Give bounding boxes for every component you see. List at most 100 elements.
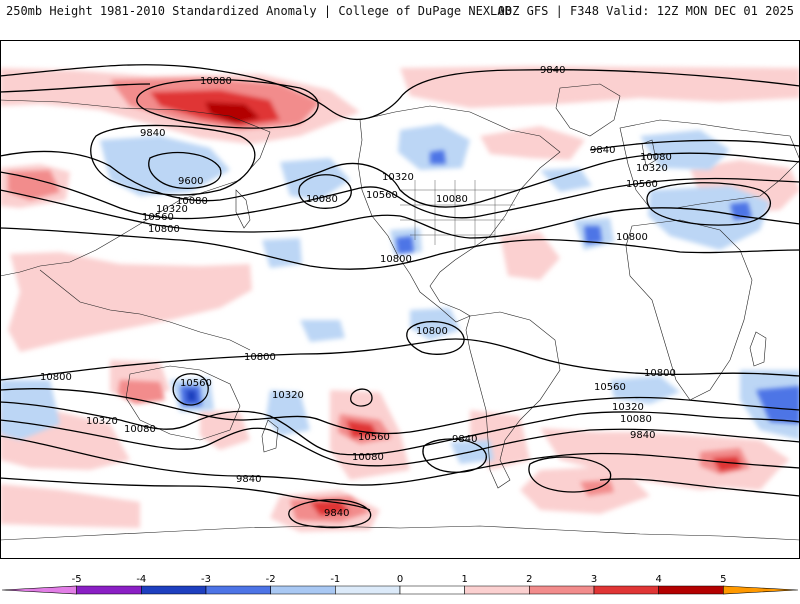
- south-america-outline: [465, 311, 561, 489]
- greenland-outline: [555, 83, 621, 137]
- colorbar-swatch: [464, 585, 530, 595]
- contour-label: 10800: [40, 372, 72, 383]
- contour-label: 9600: [178, 176, 203, 187]
- contour-9840-south: [0, 435, 800, 486]
- contour-9840-closed-low-south-atlantic: [528, 456, 612, 493]
- colorbar-tick-labels: -5 -4 -3 -2 -1 0 1 2 3 4 5: [72, 574, 727, 585]
- africa-outline: [625, 219, 753, 401]
- contour-label: 10080: [200, 76, 232, 87]
- japan-outline: [235, 189, 251, 229]
- contour-label: 10560: [594, 382, 626, 393]
- contour-label: 9840: [540, 65, 565, 76]
- contour-9840-north: [0, 64, 800, 121]
- contour-label: 9840: [630, 430, 655, 441]
- colorbar-swatch: [658, 585, 724, 595]
- contour-label: 10320: [272, 390, 304, 401]
- contour-label: 10080: [176, 196, 208, 207]
- colorbar-swatch: [529, 585, 595, 595]
- contour-label: 10560: [180, 378, 212, 389]
- madagascar-outline: [749, 331, 767, 367]
- contour-label: 10800: [244, 352, 276, 363]
- colorbar-swatch: [593, 585, 659, 595]
- contour-9840-siberia: [90, 124, 256, 196]
- contour-label: 10560: [358, 432, 390, 443]
- contour-10320-south: [0, 401, 800, 456]
- colorbar-swatch: [205, 585, 271, 595]
- contour-label: 9840: [140, 128, 165, 139]
- contour-label: 10080: [352, 452, 384, 463]
- north-america-outline: [357, 105, 561, 323]
- contour-label: 10320: [86, 416, 118, 427]
- europe-outline: [619, 119, 800, 209]
- colorbar-tick-label: -5: [72, 574, 82, 585]
- colorbar-tick-label: -1: [330, 574, 340, 585]
- political-boundaries: [400, 180, 520, 250]
- uk-outline: [641, 139, 657, 167]
- colorbar-tick-label: 4: [655, 574, 661, 585]
- colorbar-swatch: [335, 585, 401, 595]
- colorbar-swatch: [723, 585, 799, 595]
- contour-10080-pacific: [0, 150, 800, 208]
- contour-label: 10800: [644, 368, 676, 379]
- anomaly-map: 10080 9840 9840 9600 10080 10560 10320 1…: [0, 40, 800, 559]
- contour-10080-south: [0, 419, 800, 467]
- contour-label: 10080: [620, 414, 652, 425]
- contour-label: 10320: [156, 204, 188, 215]
- contour-9840-closed-low-pacific: [422, 438, 487, 473]
- contour-label: 9840: [590, 145, 615, 156]
- contour-label: 10080: [640, 152, 672, 163]
- strong-positive-anomaly-shading: [8, 78, 750, 522]
- contour-9840-antarctic: [0, 477, 372, 529]
- colorbar-swatch: [399, 585, 465, 595]
- contour-10080-closed-pacific: [298, 174, 352, 209]
- southeast-asia-outline: [39, 269, 251, 351]
- asia-outline: [0, 99, 271, 277]
- colorbar-swatch: [141, 585, 207, 595]
- colorbar-swatch: [270, 585, 336, 595]
- contour-9840-ural: [0, 83, 800, 151]
- contour-10800-closed-sa: [406, 320, 465, 355]
- contour-label-layer: 10080 9840 9840 9600 10080 10560 10320 1…: [40, 65, 676, 519]
- contour-9600-low: [148, 151, 222, 190]
- contour-label: 10560: [142, 212, 174, 223]
- contour-label: 9840: [324, 508, 349, 519]
- contour-label: 10800: [380, 254, 412, 265]
- contour-label: 10080: [306, 194, 338, 205]
- colorbar-tick-label: 1: [461, 574, 467, 585]
- contour-label: 10560: [366, 190, 398, 201]
- contour-label: 10080: [124, 424, 156, 435]
- contour-label: 10800: [616, 232, 648, 243]
- contour-10320-main: [0, 171, 800, 220]
- height-contours: [0, 64, 800, 529]
- contour-9840-far-south: [599, 478, 800, 497]
- contour-label: 10560: [626, 179, 658, 190]
- contour-label: 9840: [452, 434, 477, 445]
- contour-10560-main: [0, 189, 800, 239]
- contour-label: 9840: [236, 474, 261, 485]
- australia-outline: [125, 365, 241, 441]
- map-title: 250mb Height 1981-2010 Standardized Anom…: [6, 4, 512, 18]
- contour-10080-closed-high: [136, 78, 319, 129]
- contour-label: 10320: [382, 172, 414, 183]
- contour-label: 10320: [612, 402, 644, 413]
- strong-negative-anomaly-shading: [180, 150, 800, 424]
- contour-label: 10800: [416, 326, 448, 337]
- contour-10800-tropical: [0, 227, 800, 270]
- contour-label: 10320: [636, 163, 668, 174]
- antarctica-outline: [0, 525, 800, 541]
- colorbar-tick-label: -4: [136, 574, 146, 585]
- contour-label: 10800: [148, 224, 180, 235]
- contour-10560-south: [0, 388, 800, 435]
- contour-10320-small-loop: [350, 388, 373, 407]
- colorbar-tick-label: 5: [720, 574, 726, 585]
- colorbar-tick-label: -2: [266, 574, 276, 585]
- contour-10560-closed-australia: [172, 373, 209, 406]
- colorbar-tick-label: -3: [201, 574, 211, 585]
- contour-10080-europe-loop: [646, 182, 772, 226]
- colorbar-tick-label: 0: [397, 574, 403, 585]
- colorbar-swatch: [1, 585, 77, 595]
- colorbar-swatches: [1, 585, 799, 595]
- model-run-info: 00Z GFS | F348 Valid: 12Z MON DEC 01 202…: [497, 4, 794, 18]
- colorbar-tick-label: 2: [526, 574, 532, 585]
- colorbar-tick-label: 3: [591, 574, 597, 585]
